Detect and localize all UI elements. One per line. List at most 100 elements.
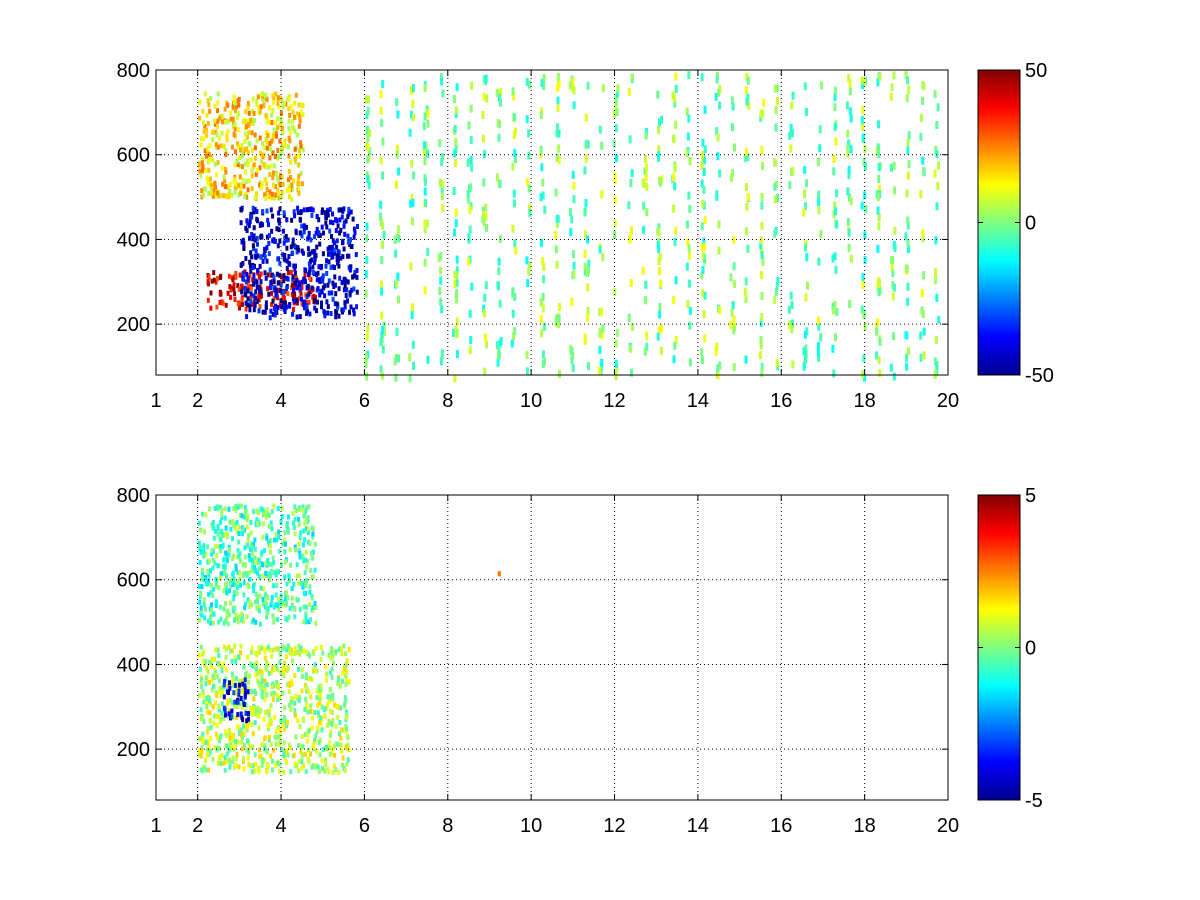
heatmap-cell (317, 230, 321, 236)
heatmap-cell (236, 724, 240, 729)
heatmap-cell (293, 516, 297, 522)
heatmap-cell (242, 183, 246, 189)
heatmap-cell (935, 150, 939, 158)
heatmap-cell (226, 129, 230, 135)
heatmap-cell (297, 743, 301, 749)
heatmap-cell (315, 748, 319, 754)
heatmap-cell (482, 206, 485, 215)
heatmap-cell (644, 280, 648, 289)
heatmap-cell (227, 273, 231, 279)
heatmap-cell (255, 235, 259, 241)
heatmap-cell (204, 681, 208, 687)
heatmap-cell (893, 283, 896, 292)
heatmap-cell (233, 644, 236, 649)
heatmap-cell (688, 251, 691, 260)
heatmap-cell (216, 735, 220, 741)
heatmap-cell (236, 141, 240, 147)
heatmap-cell (254, 672, 258, 678)
heatmap-cell (200, 567, 204, 573)
heatmap-cell (304, 279, 307, 285)
heatmap-cell (410, 194, 414, 202)
heatmap-cell (311, 531, 315, 537)
heatmap-cell (216, 160, 220, 166)
heatmap-cell (211, 557, 215, 563)
heatmap-cell (271, 647, 275, 653)
heatmap-cell (328, 228, 332, 234)
heatmap-cell (249, 295, 253, 301)
heatmap-cell (339, 742, 343, 748)
heatmap-cell (289, 678, 293, 684)
heatmap-cell (341, 307, 345, 313)
heatmap-cell (294, 734, 298, 740)
heatmap-cell (246, 302, 250, 308)
heatmap-cell (333, 702, 336, 708)
heatmap-cell (315, 277, 319, 283)
heatmap-cell (906, 282, 910, 291)
heatmap-cell (245, 747, 249, 753)
heatmap-cell (790, 129, 794, 138)
heatmap-cell (216, 761, 220, 766)
heatmap-cell (237, 531, 241, 537)
heatmap-cell (253, 752, 257, 758)
heatmap-cell (272, 747, 276, 753)
heatmap-cell (336, 249, 340, 254)
heatmap-cell (215, 172, 219, 178)
heatmap-cell (354, 252, 358, 257)
heatmap-cell (317, 688, 321, 694)
heatmap-cell (251, 205, 255, 211)
heatmap-cell (216, 647, 220, 653)
heatmap-cell (229, 732, 233, 738)
heatmap-cell (674, 72, 678, 81)
heatmap-cell (255, 605, 259, 611)
heatmap-cell (205, 175, 209, 181)
heatmap-cell (760, 201, 764, 210)
heatmap-cell (283, 537, 286, 543)
heatmap-cell (760, 368, 764, 377)
heatmap-cell (198, 115, 202, 121)
heatmap-cell (291, 696, 295, 702)
heatmap-cell (499, 98, 502, 107)
heatmap-cell (259, 221, 263, 227)
y-tick-label: 800 (117, 60, 150, 82)
heatmap-cell (274, 572, 278, 578)
heatmap-cell (298, 724, 302, 730)
heatmap-cell (262, 586, 266, 592)
heatmap-cell (214, 544, 218, 549)
heatmap-cell (833, 122, 837, 131)
heatmap-cell (527, 184, 531, 193)
heatmap-cell (921, 234, 925, 243)
heatmap-cell (262, 716, 266, 722)
heatmap-cell (247, 223, 251, 229)
heatmap-cell (268, 189, 272, 195)
heatmap-cell (848, 79, 852, 88)
heatmap-cell (225, 743, 229, 749)
heatmap-cell (627, 313, 631, 322)
heatmap-cell (198, 594, 202, 600)
heatmap-cell (231, 582, 235, 588)
heatmap-cell (315, 308, 318, 314)
heatmap-cell (231, 116, 235, 122)
heatmap-cell (235, 529, 239, 535)
heatmap-cell (242, 702, 246, 707)
heatmap-cell (303, 537, 307, 543)
heatmap-cell (265, 535, 269, 541)
heatmap-cell (861, 81, 865, 89)
heatmap-cell (306, 309, 310, 315)
heatmap-cell (292, 178, 296, 184)
heatmap-cell (583, 166, 587, 175)
heatmap-cell (204, 186, 208, 192)
heatmap-cell (267, 735, 271, 740)
heatmap-cell (205, 153, 208, 159)
heatmap-cell (300, 759, 304, 765)
heatmap-cell (214, 713, 218, 719)
heatmap-cell (350, 287, 354, 293)
heatmap-cell (817, 157, 820, 166)
heatmap-cell (583, 333, 587, 342)
heatmap-cell (312, 650, 316, 656)
heatmap-cell (287, 153, 291, 159)
heatmap-cell (347, 679, 351, 685)
heatmap-cell (283, 541, 287, 547)
heatmap-cell (685, 220, 689, 229)
heatmap-cell (658, 326, 661, 334)
heatmap-cell (224, 169, 228, 175)
